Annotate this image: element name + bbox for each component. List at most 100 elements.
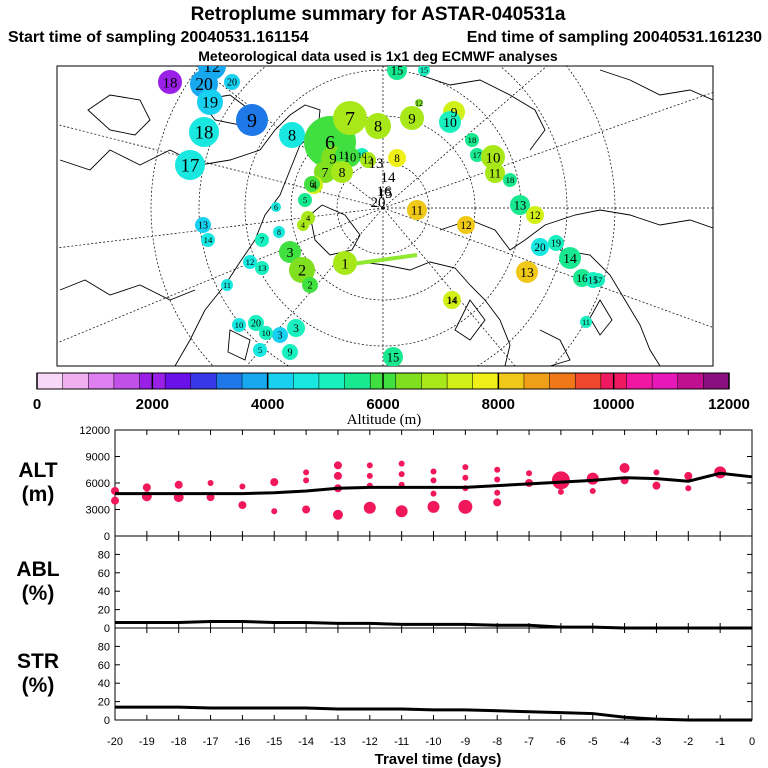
colorbar-tick-label: 6000 [366, 396, 399, 413]
plume-day-label: 9 [408, 111, 416, 127]
plume-day-label: 15 [391, 63, 404, 77]
x-axis-tick-label: -11 [394, 736, 409, 748]
colorbar-swatch [523, 372, 551, 390]
plume-day-label: 10 [358, 150, 367, 160]
y-axis-tick-label: 0 [104, 531, 110, 543]
plume-day-label: 17 [181, 156, 200, 177]
series-line [115, 471, 753, 496]
y-axis-tick-label: 40 [98, 678, 110, 690]
plume-day-label: 12 [415, 99, 423, 108]
x-axis-tick-label: -18 [171, 736, 187, 748]
plume-bubble [470, 148, 484, 162]
altitude-dot [462, 464, 469, 471]
panel-label: STR [17, 650, 59, 673]
plume-day-label: 18 [195, 123, 214, 144]
altitude-dot [332, 509, 343, 520]
plume-bubble [400, 106, 424, 130]
x-axis-tick-label: -6 [556, 736, 566, 748]
plume-day-label: 17 [594, 275, 603, 285]
plume-bubble [255, 261, 269, 275]
altitude-dot [303, 477, 310, 484]
plume-day-label: 8 [374, 118, 382, 136]
center-day-label: 13 [369, 156, 384, 172]
plume-bubble [383, 347, 403, 366]
plume-day-label: 5 [258, 345, 263, 355]
plume-bubble [485, 163, 505, 183]
plume-day-label: 10 [262, 328, 271, 338]
altitude-dot [430, 490, 437, 497]
colorbar-swatch [344, 372, 371, 390]
plume-day-label: 7 [260, 235, 265, 245]
colorbar-tick-label: 8000 [482, 396, 515, 413]
center-day-label: 20 [371, 195, 386, 211]
plume-bubble [175, 150, 205, 180]
plume-bubble [297, 219, 309, 231]
panel-unit-label: (%) [22, 582, 55, 605]
plume-day-label: 13 [514, 198, 527, 212]
center-day-label: 15 [378, 186, 393, 202]
x-axis-tick-label: -13 [330, 736, 346, 748]
plume-day-label: 19 [202, 94, 218, 112]
plume-day-label: 3 [293, 323, 299, 335]
plume-bubble [418, 66, 430, 76]
center-day-label: 14 [381, 170, 397, 186]
y-axis-tick-label: 20 [98, 605, 110, 617]
plume-bubble [236, 104, 268, 136]
plume-bubble [559, 247, 581, 269]
plume-bubble [279, 241, 301, 263]
altitude-dot [430, 477, 437, 484]
colorbar-swatch [318, 372, 346, 390]
x-axis-tick-label: -3 [652, 736, 662, 748]
x-axis-label: Travel time (days) [375, 751, 502, 768]
colorbar-swatch [36, 372, 64, 390]
plume-bubble [221, 279, 233, 291]
altitude-dot [398, 471, 405, 478]
plume-day-label: 4 [306, 213, 311, 223]
panel-label: ABL [16, 558, 59, 581]
plume-bubble [516, 261, 538, 283]
colorbar-swatch [549, 372, 576, 390]
sampling-start-subtitle: Start time of sampling 20040531.161154 [8, 29, 309, 46]
plume-bubble [439, 111, 461, 133]
chart-title: Retroplume summary for ASTAR-040531a [191, 4, 566, 25]
center-day-label: 16 [377, 184, 393, 200]
plume-day-label: 12 [246, 257, 255, 267]
plume-day-label: 20 [227, 78, 237, 89]
plume-bubble [548, 235, 564, 251]
release-trail [344, 253, 418, 267]
plume-bubble [255, 233, 269, 247]
colorbar-swatch [651, 372, 679, 390]
altitude-dot [557, 488, 564, 495]
altitude-dot [685, 485, 692, 492]
plume-day-label: 2 [308, 281, 313, 292]
coastlines [59, 69, 713, 366]
plume-day-label: 11 [411, 203, 423, 217]
plume-day-label: 5 [303, 195, 308, 205]
plume-bubble [195, 217, 211, 233]
colorbar-swatch [241, 372, 269, 390]
x-axis-tick-label: -14 [298, 736, 314, 748]
altitude-dot [684, 471, 693, 480]
plume-bubble [481, 145, 505, 169]
altitude-dot [652, 481, 661, 490]
colorbar-swatch [190, 372, 217, 390]
plume-day-label: 13 [258, 263, 267, 273]
plume-bubble [282, 344, 298, 360]
colorbar-swatch [113, 372, 141, 390]
altitude-dot [526, 470, 533, 477]
panel-frame [114, 627, 753, 721]
altitude-dot [551, 471, 570, 490]
plume-bubble [201, 233, 215, 247]
plume-day-label: 14 [446, 295, 458, 307]
panel-unit-label: (%) [22, 674, 55, 697]
plume-day-label: 16 [576, 273, 588, 285]
colorbar-swatch [574, 372, 602, 390]
sampling-end-subtitle: End time of sampling 20040531.161230 [467, 29, 762, 46]
y-axis-tick-label: 80 [98, 641, 110, 653]
altitude-dot [619, 462, 630, 473]
x-axis-tick-label: -17 [203, 736, 219, 748]
plume-day-label: 9 [329, 151, 337, 167]
x-axis-tick-label: 0 [749, 736, 755, 748]
colorbar-swatch [421, 372, 448, 390]
